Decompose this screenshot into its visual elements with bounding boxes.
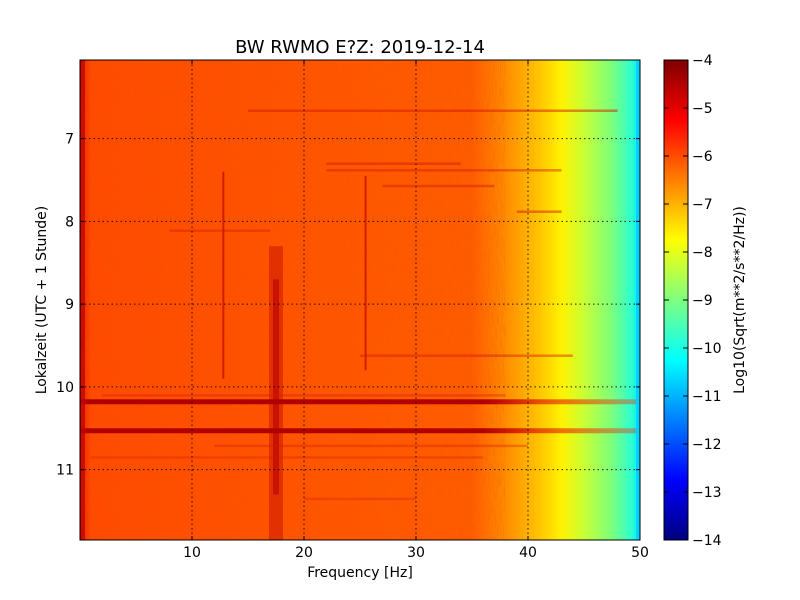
horizontal-line: [382, 184, 495, 188]
chart-title: BW RWMO E?Z: 2019-12-14: [235, 37, 485, 58]
horizontal-line: [248, 109, 618, 112]
colorbar-tick-label: −13: [692, 485, 722, 501]
spectrogram-area: [79, 59, 641, 541]
vertical-band-core: [273, 279, 279, 495]
horizontal-line: [214, 444, 528, 448]
horizontal-line: [169, 229, 271, 232]
colorbar-tick-label: −8: [692, 245, 713, 261]
y-tick-label: 8: [65, 214, 74, 230]
colorbar: −4 −5 −6 −7 −8 −9 −10 −11 −12 −13 −14: [663, 53, 722, 549]
colorbar-label: Log10(Sqrt(m**2/s**2/Hz)): [732, 206, 748, 394]
x-axis-label: Frequency [Hz]: [307, 565, 413, 581]
y-tick-label: 7: [65, 132, 74, 148]
y-tick-label: 9: [65, 297, 74, 313]
plot-frame: [79, 59, 641, 541]
horizontal-line: [102, 394, 506, 397]
y-axis-label: Lokalzeit (UTC + 1 Stunde): [34, 206, 50, 395]
horizontal-line: [516, 210, 562, 213]
colorbar-tick-label: −10: [692, 341, 722, 357]
x-tick-label: 50: [631, 545, 649, 561]
horizontal-line: [91, 456, 484, 459]
colorbar-tick-label: −12: [692, 437, 722, 453]
colorbar-tick-label: −14: [692, 533, 722, 549]
horizontal-line: [326, 162, 461, 165]
horizontal-band: [80, 428, 640, 434]
horizontal-line: [360, 354, 573, 357]
axis-ticks: 10 20 30 40 50 7 8 9 10 11: [56, 60, 649, 561]
grid: [80, 60, 640, 540]
x-tick-label: 10: [183, 545, 201, 561]
horizontal-line: [326, 169, 562, 172]
x-tick-label: 20: [295, 545, 313, 561]
low-frequency-edge: [80, 60, 85, 540]
spectrogram-noise: [80, 60, 506, 540]
colorbar-tick-label: −9: [692, 293, 713, 309]
x-tick-label: 40: [519, 545, 537, 561]
colorbar-tick-label: −11: [692, 389, 722, 405]
vertical-line: [364, 175, 367, 371]
colorbar-tick-label: −4: [692, 53, 713, 69]
horizontal-band: [80, 399, 640, 405]
colorbar-tick-label: −6: [692, 149, 713, 165]
y-tick-label: 10: [56, 380, 74, 396]
colorbar-tick-label: −7: [692, 197, 713, 213]
vertical-line: [222, 171, 225, 379]
x-tick-label: 30: [407, 545, 425, 561]
colorbar-tick-label: −5: [692, 101, 713, 117]
y-tick-label: 11: [56, 463, 74, 479]
horizontal-line: [304, 497, 416, 501]
high-frequency-edge: [636, 60, 640, 540]
